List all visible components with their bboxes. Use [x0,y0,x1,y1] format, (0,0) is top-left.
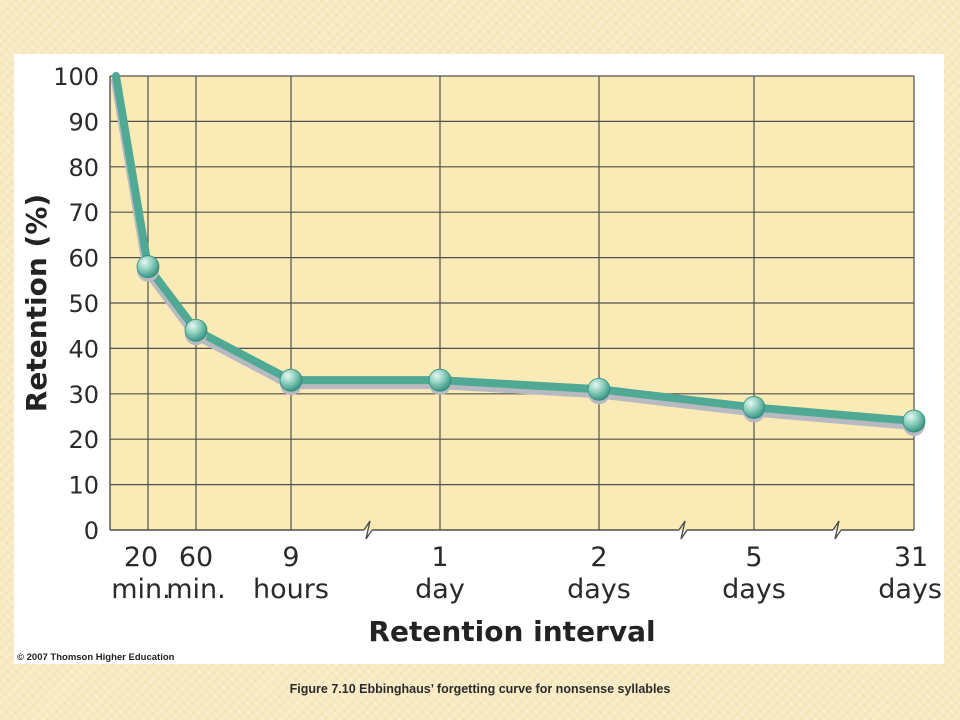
y-tick-label: 100 [53,63,99,91]
axis-breaks [110,520,914,540]
gridlines [109,75,915,530]
y-tick-label: 80 [68,154,99,182]
y-tick-label: 70 [68,199,99,227]
x-axis-title: Retention interval [368,615,655,648]
x-tick-label: days [722,574,786,605]
y-tick-label: 50 [68,290,99,318]
axis-break-mark [678,520,688,540]
x-tick-label: 9 [282,542,299,573]
data-point [279,368,303,392]
x-tick-label: days [878,574,942,605]
y-axis-title: Retention (%) [20,194,53,412]
x-tick-label: min. [166,574,226,605]
x-tick-label: 1 [431,542,448,573]
x-tick-label: 31 [894,542,928,573]
y-tick-label: 10 [68,472,99,500]
x-tick-label: day [415,574,465,605]
series-retention [111,72,926,437]
data-point [742,396,766,419]
figure-caption: Figure 7.10 Ebbinghaus’ forgetting curve… [289,682,671,696]
x-tick-label: days [567,574,631,605]
x-tick-label: 5 [745,542,762,573]
x-tick-label: 2 [590,542,607,573]
data-point [587,377,611,401]
x-tick-label: 20 [124,542,158,573]
x-tick-label: 60 [179,542,213,573]
y-tick-label: 20 [68,426,99,454]
copyright-notice: © 2007 Thomson Higher Education [17,652,175,663]
y-tick-label: 60 [68,245,99,273]
y-tick-label: 40 [68,335,99,363]
data-point [184,318,208,342]
axis-break-mark [832,520,842,540]
data-point [136,255,160,279]
axis-break-mark [363,520,373,540]
x-tick-label: min. [111,574,171,605]
y-tick-label: 0 [84,517,99,545]
y-tick-label: 90 [68,108,99,136]
y-axis-ticks: 0 10 20 30 40 50 60 70 80 90 100 [53,63,99,545]
data-point [428,368,452,392]
x-tick-label: hours [253,574,329,605]
y-tick-label: 30 [68,381,99,409]
data-point [902,409,926,433]
